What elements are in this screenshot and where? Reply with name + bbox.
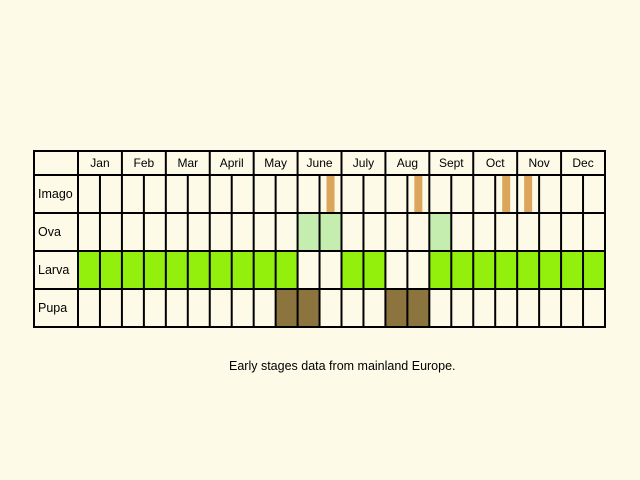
larva-period-cell [429, 251, 452, 289]
month-label-april: April [220, 156, 244, 170]
month-label-july: July [353, 156, 374, 170]
larva-period-cell [275, 251, 298, 289]
larva-period-cell [99, 251, 122, 289]
larva-period-cell [253, 251, 276, 289]
larva-period-cell [209, 251, 232, 289]
larva-period-cell [165, 251, 188, 289]
month-label-jan: Jan [90, 156, 109, 170]
ova-period-cell [429, 213, 452, 251]
larva-period-cell [363, 251, 386, 289]
imago-period-mark [524, 176, 533, 212]
imago-period-mark [414, 176, 423, 212]
larva-period-cell [495, 251, 518, 289]
month-label-nov: Nov [528, 156, 549, 170]
pupa-period-cell [407, 289, 430, 327]
ova-period-cell [319, 213, 342, 251]
month-label-dec: Dec [572, 156, 593, 170]
pupa-period-cell [275, 289, 298, 327]
ova-period-cell [297, 213, 320, 251]
month-label-sept: Sept [439, 156, 464, 170]
row-label-larva: Larva [38, 263, 69, 277]
larva-period-cell [231, 251, 254, 289]
month-label-may: May [264, 156, 287, 170]
chart-caption: Early stages data from mainland Europe. [229, 359, 456, 373]
larva-period-cell [451, 251, 474, 289]
pupa-period-cell [385, 289, 408, 327]
month-label-june: June [307, 156, 333, 170]
larva-period-cell [473, 251, 496, 289]
imago-period-mark [326, 176, 335, 212]
larva-period-cell [583, 251, 605, 289]
month-label-feb: Feb [134, 156, 155, 170]
imago-period-mark [502, 176, 511, 212]
larva-period-cell [517, 251, 540, 289]
larva-period-cell [341, 251, 364, 289]
larva-period-cell [78, 251, 100, 289]
month-label-oct: Oct [486, 156, 505, 170]
row-label-ova: Ova [38, 225, 61, 239]
row-label-pupa: Pupa [38, 301, 67, 315]
month-label-aug: Aug [397, 156, 418, 170]
month-label-mar: Mar [177, 156, 198, 170]
larva-period-cell [561, 251, 584, 289]
larva-period-cell [539, 251, 562, 289]
larva-period-cell [187, 251, 210, 289]
pupa-period-cell [297, 289, 320, 327]
larva-period-cell [121, 251, 144, 289]
row-label-imago: Imago [38, 187, 73, 201]
larva-period-cell [143, 251, 166, 289]
